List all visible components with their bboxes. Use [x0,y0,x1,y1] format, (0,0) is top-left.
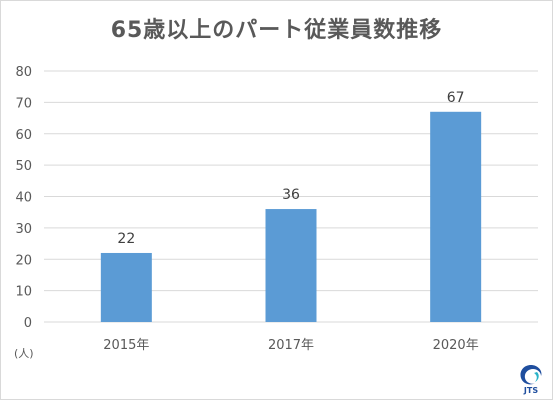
x-category-label: 2020年 [433,338,479,353]
y-tick-label: 70 [15,96,32,111]
bar-1 [100,252,152,322]
y-tick-label: 60 [15,128,32,143]
bar-3 [430,111,482,322]
y-tick-label: 0 [24,316,32,331]
y-tick-label: 50 [15,159,32,174]
bar-2 [265,209,317,322]
y-tick-label: 30 [15,222,32,237]
chart-title: 65歳以上のパート従業員数推移 [110,18,443,43]
category-labels: 2015年 2017年 2020年 [103,338,478,353]
x-category-label: 2015年 [103,338,149,353]
y-tick-label: 80 [15,65,32,80]
data-label: 67 [447,90,465,106]
data-labels: 22 36 67 [117,90,464,247]
x-category-label: 2017年 [268,338,314,353]
y-tick-label: 10 [15,285,32,300]
y-axis-unit-label: (人) [14,347,34,360]
data-label: 22 [117,231,135,247]
y-tick-label: 40 [15,191,32,206]
y-axis-ticks: 0 10 20 30 40 50 60 70 80 [15,65,32,331]
bars [100,111,482,322]
logo-swirl-outer [520,365,542,385]
y-tick-label: 20 [15,253,32,268]
jts-logo: JTS [520,365,542,395]
logo-swirl-inner [534,372,539,382]
logo-text: JTS [523,386,538,395]
data-label: 36 [282,187,300,203]
